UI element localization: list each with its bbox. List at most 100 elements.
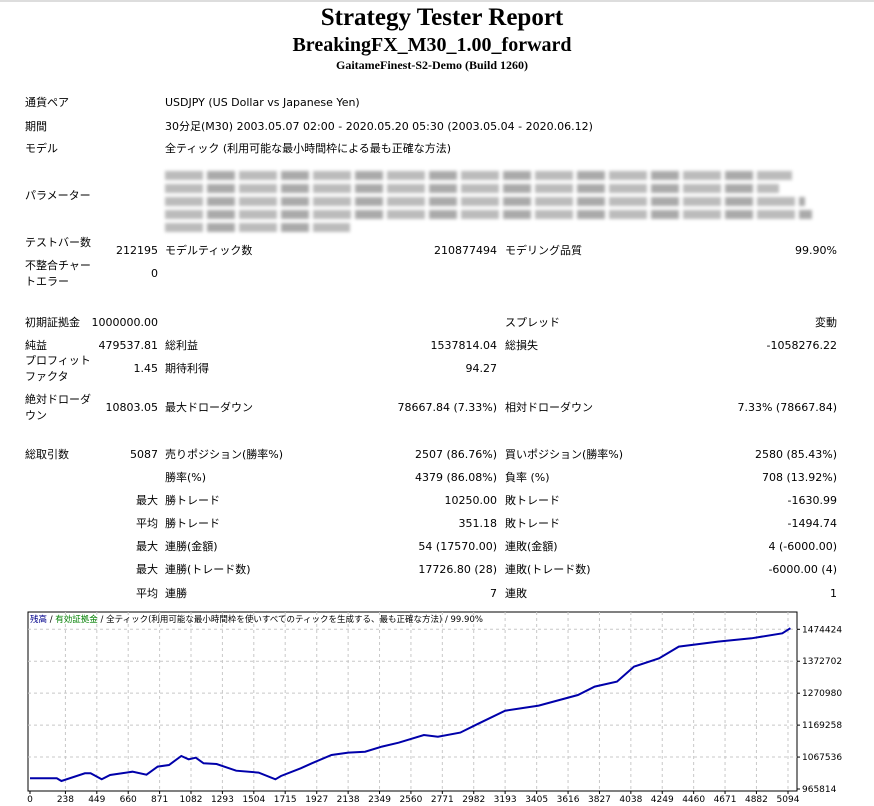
stat-value: 212195 — [116, 244, 158, 257]
stat-value: 4 (-6000.00) — [768, 540, 837, 553]
y-tick-label: 1270980 — [802, 689, 842, 699]
y-tick-label: 1067536 — [802, 753, 842, 763]
params-label: パラメーター — [25, 189, 91, 202]
legend-entry: 有効証拠金 — [55, 614, 98, 625]
x-tick-label: 871 — [151, 795, 168, 805]
stat-value: 17726.80 (28) — [418, 563, 497, 576]
stat-value: -6000.00 (4) — [768, 563, 837, 576]
x-tick-label: 4249 — [651, 795, 674, 805]
stat-value: -1494.74 — [787, 517, 837, 530]
stat-label: 連敗(金額) — [505, 540, 558, 553]
stat-label: 勝トレード — [165, 494, 220, 507]
ea-name: BreakingFX_M30_1.00_forward — [292, 34, 572, 56]
stat-value: 479537.81 — [98, 339, 159, 352]
x-tick-label: 2982 — [462, 795, 485, 805]
balance-line — [30, 627, 791, 783]
stat-label: 初期証拠金 — [25, 316, 80, 329]
stat-label: 絶対ドローダウン — [25, 393, 91, 422]
report-title: Strategy Tester Report — [320, 4, 564, 31]
x-tick-label: 660 — [120, 795, 137, 805]
stat-label: 期待利得 — [165, 362, 209, 375]
stat-value: 0 — [151, 267, 158, 280]
stat-label: 連敗 — [505, 587, 527, 600]
balance-chart: 0 238 449 660 871 1082 1293 1504 1715 1927 2138 234… — [27, 611, 842, 805]
stat-value: 10803.05 — [105, 401, 159, 414]
x-tick-label: 2771 — [431, 795, 454, 805]
stat-value: 最大 — [136, 540, 158, 553]
stat-label: 総損失 — [505, 339, 538, 352]
symbol-label: 通貨ペア — [25, 96, 69, 109]
stat-label: 連勝(金額) — [165, 540, 218, 553]
stat-label: 勝トレード — [165, 517, 220, 530]
x-tick-label: 4460 — [682, 795, 705, 805]
stat-value: 4379 (86.08%) — [414, 471, 497, 484]
chart-legend: 残高 / 有効証拠金 / 全ティック(利用可能な最小時間枠を使いすべてのティック… — [30, 614, 483, 625]
stat-label: 連勝(トレード数) — [165, 563, 251, 576]
stat-label: スプレッド — [505, 316, 560, 329]
x-tick-label: 1715 — [274, 795, 297, 805]
stat-value: 94.27 — [465, 362, 498, 375]
x-tick-label: 3827 — [588, 795, 611, 805]
stat-label: 総利益 — [165, 339, 198, 352]
period-value: 30分足(M30) 2003.05.07 02:00 - 2020.05.20 … — [165, 120, 593, 133]
x-tick-label: 2138 — [337, 795, 360, 805]
x-tick-label: 3193 — [494, 795, 517, 805]
stat-value: 708 (13.92%) — [761, 471, 837, 484]
top-border — [0, 0, 874, 2]
x-tick-label: 4671 — [714, 795, 737, 805]
stat-value: 5087 — [130, 448, 158, 461]
stat-value: 1000000.00 — [91, 316, 158, 329]
x-tick-label: 2560 — [399, 795, 422, 805]
x-tick-label: 1927 — [305, 795, 328, 805]
stat-value: 210877494 — [434, 244, 497, 257]
x-tick-label: 3616 — [557, 795, 580, 805]
model-value: 全ティック (利用可能な最小時間枠による最も正確な方法) — [165, 142, 452, 155]
x-tick-label: 238 — [57, 795, 74, 805]
stat-value: 7 — [490, 587, 497, 600]
stat-label: 敗トレード — [505, 517, 560, 530]
x-tick-label: 4882 — [745, 795, 768, 805]
stat-label: 連勝 — [165, 587, 187, 600]
stat-value: 2507 (86.76%) — [414, 448, 497, 461]
period-label: 期間 — [25, 120, 47, 133]
x-tick-label: 1504 — [242, 795, 265, 805]
stat-value: 平均 — [136, 517, 158, 530]
stat-value: 78667.84 (7.33%) — [397, 401, 497, 414]
stat-label: モデルティック数 — [165, 244, 253, 257]
legend-entry: / — [47, 615, 55, 625]
x-tick-label: 2349 — [368, 795, 391, 805]
stat-label: 純益 — [25, 339, 47, 352]
stat-value: 54 (17570.00) — [418, 540, 497, 553]
stat-label: プロフィットファクタ — [25, 354, 91, 383]
stat-value: 351.18 — [458, 517, 498, 530]
stat-value: 変動 — [815, 316, 837, 329]
stat-label: 勝率(%) — [165, 471, 207, 484]
y-tick-label: 1169258 — [802, 721, 842, 731]
legend-entry: 残高 — [30, 614, 47, 625]
stat-label: 最大ドローダウン — [165, 401, 253, 414]
symbol-value: USDJPY (US Dollar vs Japanese Yen) — [165, 96, 360, 109]
y-tick-label: 965814 — [802, 785, 837, 795]
x-tick-label: 449 — [88, 795, 105, 805]
params-value-blurred — [165, 167, 825, 236]
stat-value: 1.45 — [133, 362, 159, 375]
stat-value: 最大 — [136, 494, 158, 507]
stat-label: 相対ドローダウン — [505, 401, 593, 414]
stat-label: 負率 (%) — [505, 471, 550, 484]
stat-value: 平均 — [136, 587, 158, 600]
stat-value: 最大 — [136, 563, 158, 576]
stat-label: 不整合チャートエラー — [25, 259, 91, 288]
y-tick-label: 1474424 — [802, 625, 842, 635]
stat-value: 1537814.04 — [430, 339, 497, 352]
stat-value: 99.90% — [795, 244, 837, 257]
stat-label: テストバー数 — [25, 236, 91, 249]
x-tick-label: 4038 — [619, 795, 642, 805]
x-tick-label: 0 — [27, 795, 33, 805]
stat-value: -1630.99 — [787, 494, 837, 507]
x-tick-label: 5094 — [777, 795, 800, 805]
x-tick-label: 1082 — [180, 795, 203, 805]
stat-value: 10250.00 — [444, 494, 498, 507]
stat-label: 敗トレード — [505, 494, 560, 507]
stat-label: 総取引数 — [25, 448, 69, 461]
stat-value: -1058276.22 — [766, 339, 837, 352]
